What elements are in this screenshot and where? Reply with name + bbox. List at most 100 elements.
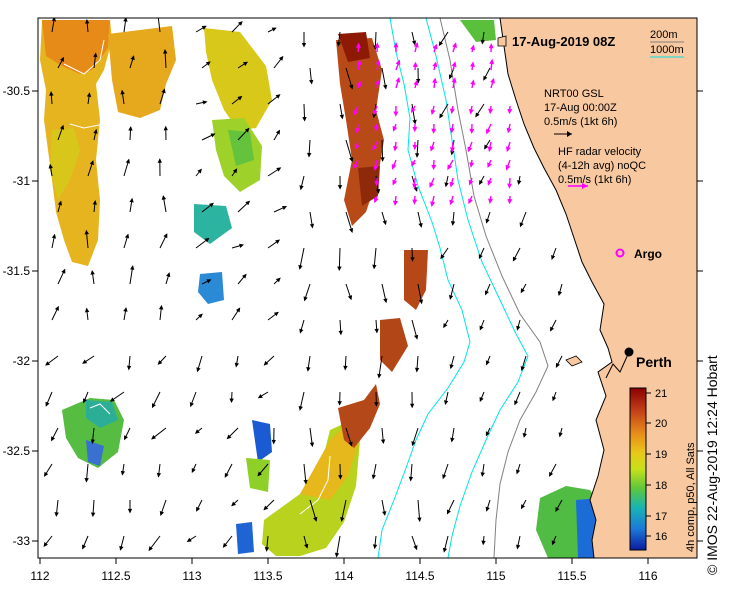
hf-vector-arrow-head xyxy=(449,199,455,206)
model-vector-arrow-head xyxy=(516,469,521,475)
model-vector-arrow-head xyxy=(516,180,522,186)
model-vector-arrow-head xyxy=(383,84,388,90)
model-vector-arrow-head xyxy=(275,94,281,99)
credit-text: © IMOS 22-Aug-2019 12:24 Hobart xyxy=(704,355,720,575)
hf-scale-arrowhead xyxy=(582,183,588,189)
x-tick-label: 114.5 xyxy=(405,569,434,583)
x-tick-label: 113.5 xyxy=(253,569,282,583)
hf-vector-arrow-head xyxy=(431,164,437,171)
model-vector-arrow-head xyxy=(163,48,168,54)
argo-marker: Argo xyxy=(615,247,662,261)
isobath-legend: 200m 1000m xyxy=(650,29,684,58)
model-vector-arrow-head xyxy=(51,233,57,239)
model-vector-arrow-head xyxy=(298,264,303,270)
model-vector-arrow-head xyxy=(338,330,343,336)
model-vector-arrow-head xyxy=(244,127,250,133)
model-vector-arrow-head xyxy=(85,18,90,24)
hf-vector-arrow-head xyxy=(413,41,419,48)
model-vector-arrow-head xyxy=(130,265,135,270)
hf-vector-arrow-head xyxy=(431,128,437,134)
model-vector-arrow-head xyxy=(120,89,125,95)
model-vector-arrow xyxy=(381,67,387,89)
model-vector-arrow-head xyxy=(127,508,133,514)
model-vector-arrow-head xyxy=(84,307,90,313)
model-vector-arrow-head xyxy=(303,479,308,485)
model-vector-arrow-head xyxy=(120,470,126,476)
model-vector-arrow-head xyxy=(245,200,251,206)
model-vector-arrow-head xyxy=(557,291,563,296)
model-vector-arrow-head xyxy=(444,182,449,188)
hf-vector-arrow-head xyxy=(449,147,455,153)
hf-vector-arrow-head xyxy=(469,128,475,134)
model-vector-arrow-head xyxy=(313,516,318,522)
hf-vector-arrow-head xyxy=(392,145,398,152)
model-vector-arrow-head xyxy=(479,397,484,403)
model-vector-arrow xyxy=(336,535,341,557)
hf-vector-arrow-head xyxy=(412,199,418,205)
x-tick-label: 114 xyxy=(334,569,353,583)
isobath-contours xyxy=(63,18,549,558)
model-vector-arrow-head xyxy=(282,205,288,211)
island xyxy=(497,35,507,47)
model-vector-arrow-head xyxy=(440,254,445,260)
model-vector-arrow-head xyxy=(235,307,241,313)
model-vector-arrow-head xyxy=(383,298,388,304)
isobath-1000-label: 1000m xyxy=(650,44,684,56)
model-vector-arrow-head xyxy=(520,366,525,372)
model-vector-arrow-head xyxy=(237,95,243,101)
model-vector-arrow xyxy=(341,499,347,521)
model-vector-arrow-head xyxy=(309,223,315,229)
colorbar: 21 20 19 18 17 16 4h comp, p50, All Sats xyxy=(629,387,697,552)
model-vector-arrow-head xyxy=(374,328,379,334)
model-vector-arrow-head xyxy=(264,547,270,552)
isobath-200-label: 200m xyxy=(650,29,678,41)
model-vector-arrow-head xyxy=(159,510,165,516)
model-vector-arrow-head xyxy=(349,84,354,90)
model-vector-arrow-head xyxy=(337,185,343,190)
hf-vector-arrow-head xyxy=(449,181,455,188)
model-vector-arrow-head xyxy=(555,506,560,512)
model-vector-arrow-head xyxy=(224,472,229,478)
model-vector-arrow-head xyxy=(301,43,307,48)
model-vector-arrow-head xyxy=(43,541,48,547)
model-vector-arrow-head xyxy=(48,163,53,169)
model-vector-arrow-head xyxy=(348,441,353,447)
hf-vector-arrow-head xyxy=(411,160,417,167)
model-vector-arrow-head xyxy=(125,158,130,164)
model-current-vectors xyxy=(43,18,563,558)
model-vector-arrow-head xyxy=(151,434,156,440)
model-vector-arrow-head xyxy=(209,202,214,208)
model-vector-arrow-head xyxy=(512,256,517,262)
hf-vector-arrow-head xyxy=(467,146,473,153)
model-vector-arrow-head xyxy=(411,40,417,46)
argo-label: Argo xyxy=(634,247,662,261)
model-vector-arrow-head xyxy=(61,268,66,274)
hf-vector-arrow-head xyxy=(468,108,474,115)
hf-vector-arrow-head xyxy=(391,163,397,170)
model-vector-arrow-head xyxy=(257,393,263,399)
y-tick-label: -33 xyxy=(13,534,31,548)
hf-vector-arrow-head xyxy=(451,61,457,68)
model-vector-arrow-head xyxy=(485,218,490,224)
model-vector-arrow-head xyxy=(124,435,129,441)
hf-vector-arrow-head xyxy=(449,127,455,134)
hf-vector-arrow-head xyxy=(354,127,360,134)
model-vector-arrow-head xyxy=(343,365,348,371)
model-vector-arrow-head xyxy=(90,439,95,445)
model-vector-arrow-head xyxy=(226,434,232,440)
hf-vector-arrow-head xyxy=(449,108,455,115)
model-vector-arrow-head xyxy=(124,233,130,239)
model-vector-arrow-head xyxy=(348,227,354,234)
model-vector-arrow-head xyxy=(271,439,276,445)
model-vector-arrow-head xyxy=(152,403,156,409)
model-vector-arrow-head xyxy=(232,168,238,174)
model-vector-arrow-head xyxy=(410,403,415,409)
model-vector-arrow-head xyxy=(298,405,303,411)
model-vector-arrow-head xyxy=(413,334,419,340)
hf-vector-arrow-head xyxy=(447,164,453,171)
hf-vector-arrow-head xyxy=(373,165,379,171)
hf-vector-arrow-head xyxy=(392,126,398,132)
model-vector-arrow-head xyxy=(372,264,377,270)
model-vector-arrow-head xyxy=(189,402,194,408)
model-vector-arrow-head xyxy=(299,185,304,191)
